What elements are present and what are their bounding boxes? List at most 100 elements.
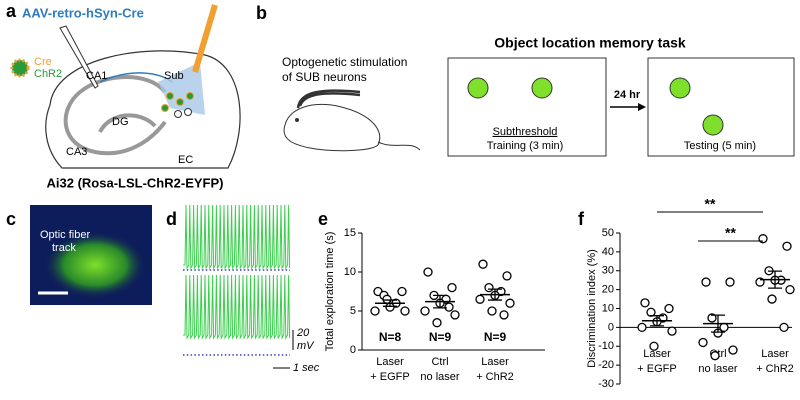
data-point	[484, 282, 494, 293]
hippocampus	[63, 75, 167, 156]
arena	[647, 57, 795, 157]
y-tick-label: 20	[602, 284, 614, 296]
x-tick-label: + EGFP	[637, 363, 676, 375]
brain-outline	[45, 50, 241, 169]
mouse-line: Ai32 (Rosa-LSL-ChR2-EYFP)	[47, 175, 224, 190]
fiber-annotation: track	[52, 242, 76, 254]
dentate-gyrus	[98, 113, 157, 134]
data-point	[370, 306, 380, 316]
testing-label: Testing (5 min)	[684, 140, 756, 152]
y-tick-label: 5	[350, 305, 356, 317]
x-tick-label: + EGFP	[370, 371, 409, 383]
data-point	[475, 294, 485, 304]
data-point	[710, 351, 720, 361]
data-point	[698, 337, 708, 348]
data-point	[400, 306, 410, 316]
mouse-tail	[377, 141, 421, 151]
data-point	[728, 345, 738, 355]
y-tick-label: 50	[602, 227, 614, 239]
data-point	[423, 267, 433, 277]
panel-a: AAV-retro-hSyn-Cre Cre ChR2 CA1 Sub DG C…	[10, 4, 241, 190]
data-point	[637, 322, 647, 333]
arrow-head	[638, 103, 646, 111]
significance-label: **	[725, 225, 736, 241]
x-tick-label: Laser	[643, 348, 671, 360]
region-label: Sub	[164, 70, 184, 82]
neuron	[184, 108, 192, 116]
y-tick-label: -10	[598, 340, 614, 352]
y-axis-label: Discrimination index (%)	[586, 249, 598, 368]
y-tick-label: 15	[344, 227, 356, 239]
data-point	[785, 284, 795, 295]
legend-label: Cre	[34, 56, 52, 68]
data-point	[432, 318, 442, 328]
legend-label: ChR2	[34, 68, 62, 80]
data-point	[649, 341, 659, 351]
data-point	[397, 286, 407, 297]
virus-label: AAV-retro-hSyn-Cre	[22, 5, 144, 20]
data-point	[499, 310, 509, 320]
data-point	[502, 271, 512, 281]
y-tick-label: 10	[344, 266, 356, 278]
panel-label: b	[256, 3, 267, 23]
panel-label: d	[166, 209, 177, 229]
region-label: EC	[178, 154, 193, 166]
x-tick-label: + ChR2	[476, 371, 514, 383]
data-point	[487, 306, 497, 316]
y-tick-label: 40	[602, 246, 614, 258]
stimulation-label: of SUB neurons	[282, 70, 367, 84]
fiber-annotation: Optic fiber	[40, 229, 90, 241]
task-title: Object location memory task	[494, 35, 686, 51]
data-point	[478, 259, 488, 269]
panel-label: c	[6, 209, 16, 229]
data-point	[707, 313, 717, 323]
data-point	[667, 326, 677, 336]
voltage-trace	[183, 274, 291, 340]
data-point	[782, 241, 792, 251]
training-label: Training (3 min)	[487, 140, 564, 152]
legend-marker	[10, 58, 30, 78]
fiber-cable	[296, 89, 361, 109]
y-tick-label: -30	[598, 378, 614, 390]
panel-label: f	[578, 209, 585, 229]
data-point	[505, 298, 515, 308]
x-tick-label: Laser	[761, 348, 789, 360]
error-bar	[768, 270, 782, 289]
panel-c: Optic fiber track	[30, 205, 152, 305]
y-tick-label: 30	[602, 265, 614, 277]
data-point	[767, 294, 777, 304]
region-label: CA3	[66, 146, 87, 158]
x-tick-label: Laser	[481, 356, 509, 368]
data-point	[447, 282, 457, 293]
data-point	[779, 322, 789, 333]
error-bar	[650, 315, 664, 327]
data-point	[725, 277, 735, 287]
neuron	[186, 92, 194, 100]
data-point	[664, 303, 674, 314]
n-label: N=8	[379, 330, 402, 344]
data-point	[444, 302, 454, 312]
expression-region	[43, 231, 147, 299]
optic-fiber	[192, 4, 218, 73]
delay-label: 24 hr	[614, 89, 641, 101]
error-bar	[488, 288, 502, 301]
panel-b: Optogenetic stimulation of SUB neurons O…	[282, 35, 795, 157]
y-axis-label: Total exploration time (s)	[324, 232, 336, 352]
x-tick-label: no laser	[698, 363, 737, 375]
y-tick-label: -20	[598, 359, 614, 371]
neuron	[176, 98, 184, 106]
pipette	[59, 25, 99, 89]
panel-d: 20 mV 1 sec	[273, 327, 320, 374]
x-tick-label: Laser	[376, 356, 404, 368]
mouse	[283, 103, 381, 152]
training-label: Subthreshold	[493, 126, 558, 138]
panel-label: e	[318, 209, 328, 229]
panel-label: a	[6, 1, 17, 21]
stimulation-label: Optogenetic stimulation	[282, 55, 407, 69]
voltage-scale: mV	[297, 340, 315, 352]
n-label: N=9	[429, 330, 452, 344]
y-tick-label: 0	[608, 321, 614, 333]
data-point	[450, 310, 460, 320]
error-bar	[383, 299, 397, 307]
x-tick-label: no laser	[420, 371, 459, 383]
